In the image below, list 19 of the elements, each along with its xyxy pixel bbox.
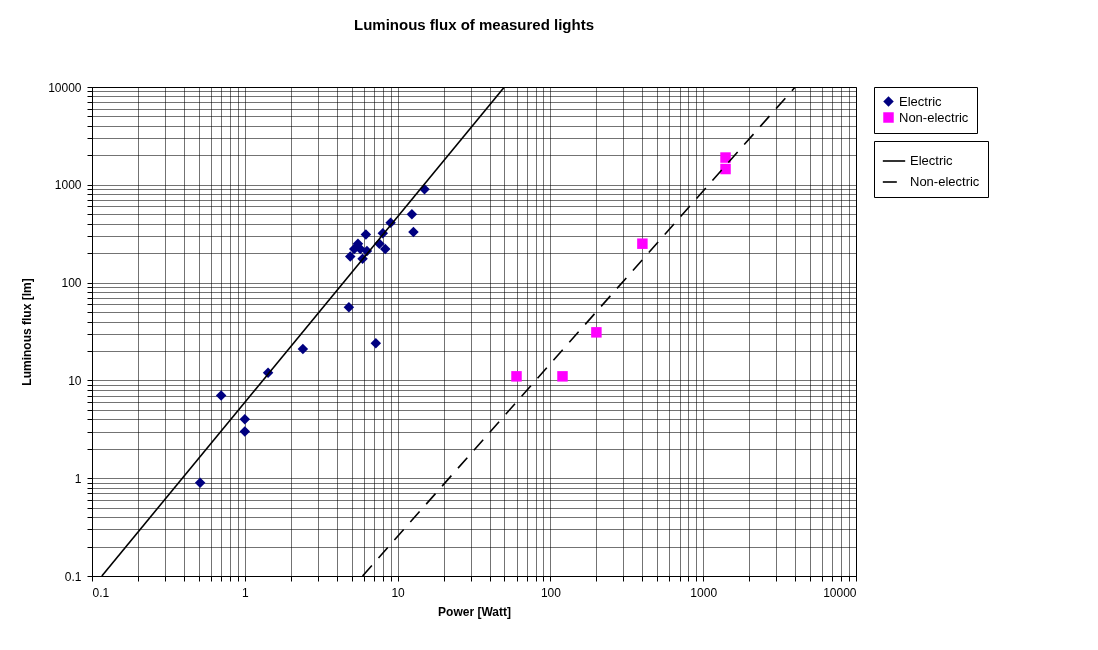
y-tick-label: 10000 [48, 80, 82, 95]
x-tick-label: 10000 [823, 585, 857, 600]
x-tick-label: 1000 [690, 585, 718, 600]
y-axis-title: Luminous flux [lm] [20, 278, 35, 386]
y-tick-label: 1 [74, 471, 82, 486]
chart-title: Luminous flux of measured lights [353, 16, 595, 33]
legend-label: Non-electric [899, 109, 969, 125]
legend-label: Non-electric [910, 174, 980, 189]
y-tick-label: 0.1 [64, 569, 82, 584]
y-tick-label: 1000 [54, 178, 82, 193]
y-tick-label: 100 [61, 276, 82, 291]
y-tick-label: 10 [68, 373, 82, 388]
x-tick-label: 10 [391, 585, 406, 600]
legend-label: Electric [899, 93, 943, 109]
legend-label: Electric [910, 153, 954, 168]
x-axis-title: Power [Watt] [438, 604, 511, 619]
x-tick-label: 0.1 [92, 585, 110, 600]
x-tick-label: 100 [540, 585, 562, 600]
x-tick-label: 1 [241, 585, 249, 600]
